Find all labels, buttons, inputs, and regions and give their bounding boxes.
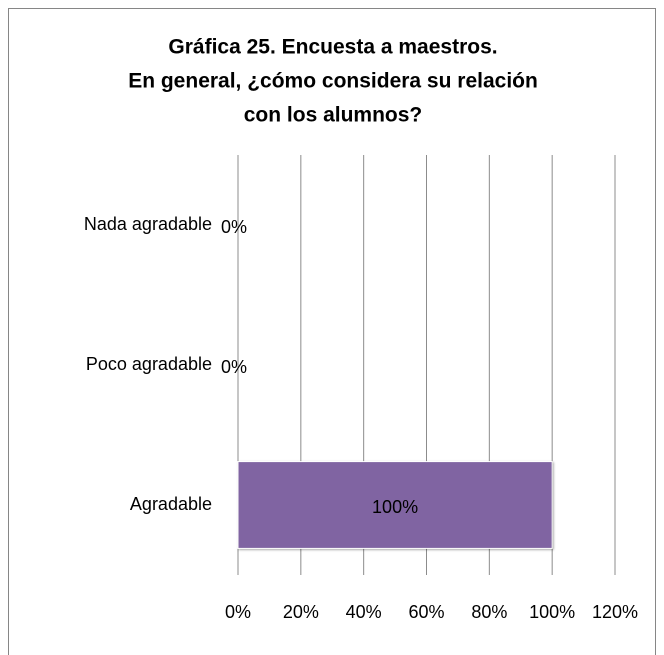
chart-title: con los alumnos? [244,104,423,127]
x-tick-label: 120% [592,602,638,622]
x-tick-label: 0% [225,602,251,622]
x-tick-label: 100% [529,602,575,622]
x-tick-label: 80% [471,602,507,622]
chart-border [8,8,656,655]
x-tick-label: 40% [346,602,382,622]
data-label: 0% [221,217,247,237]
chart-title: Gráfica 25. Encuesta a maestros. [168,36,497,59]
x-tick-label: 20% [283,602,319,622]
chart-title: En general, ¿cómo considera su relación [128,70,538,93]
bar [237,461,553,549]
data-label: 100% [372,497,418,517]
x-tick-label: 60% [408,602,444,622]
data-label: 0% [221,357,247,377]
y-tick-label: Agradable [130,494,212,514]
y-tick-label: Nada agradable [84,214,212,234]
y-tick-label: Poco agradable [86,354,212,374]
